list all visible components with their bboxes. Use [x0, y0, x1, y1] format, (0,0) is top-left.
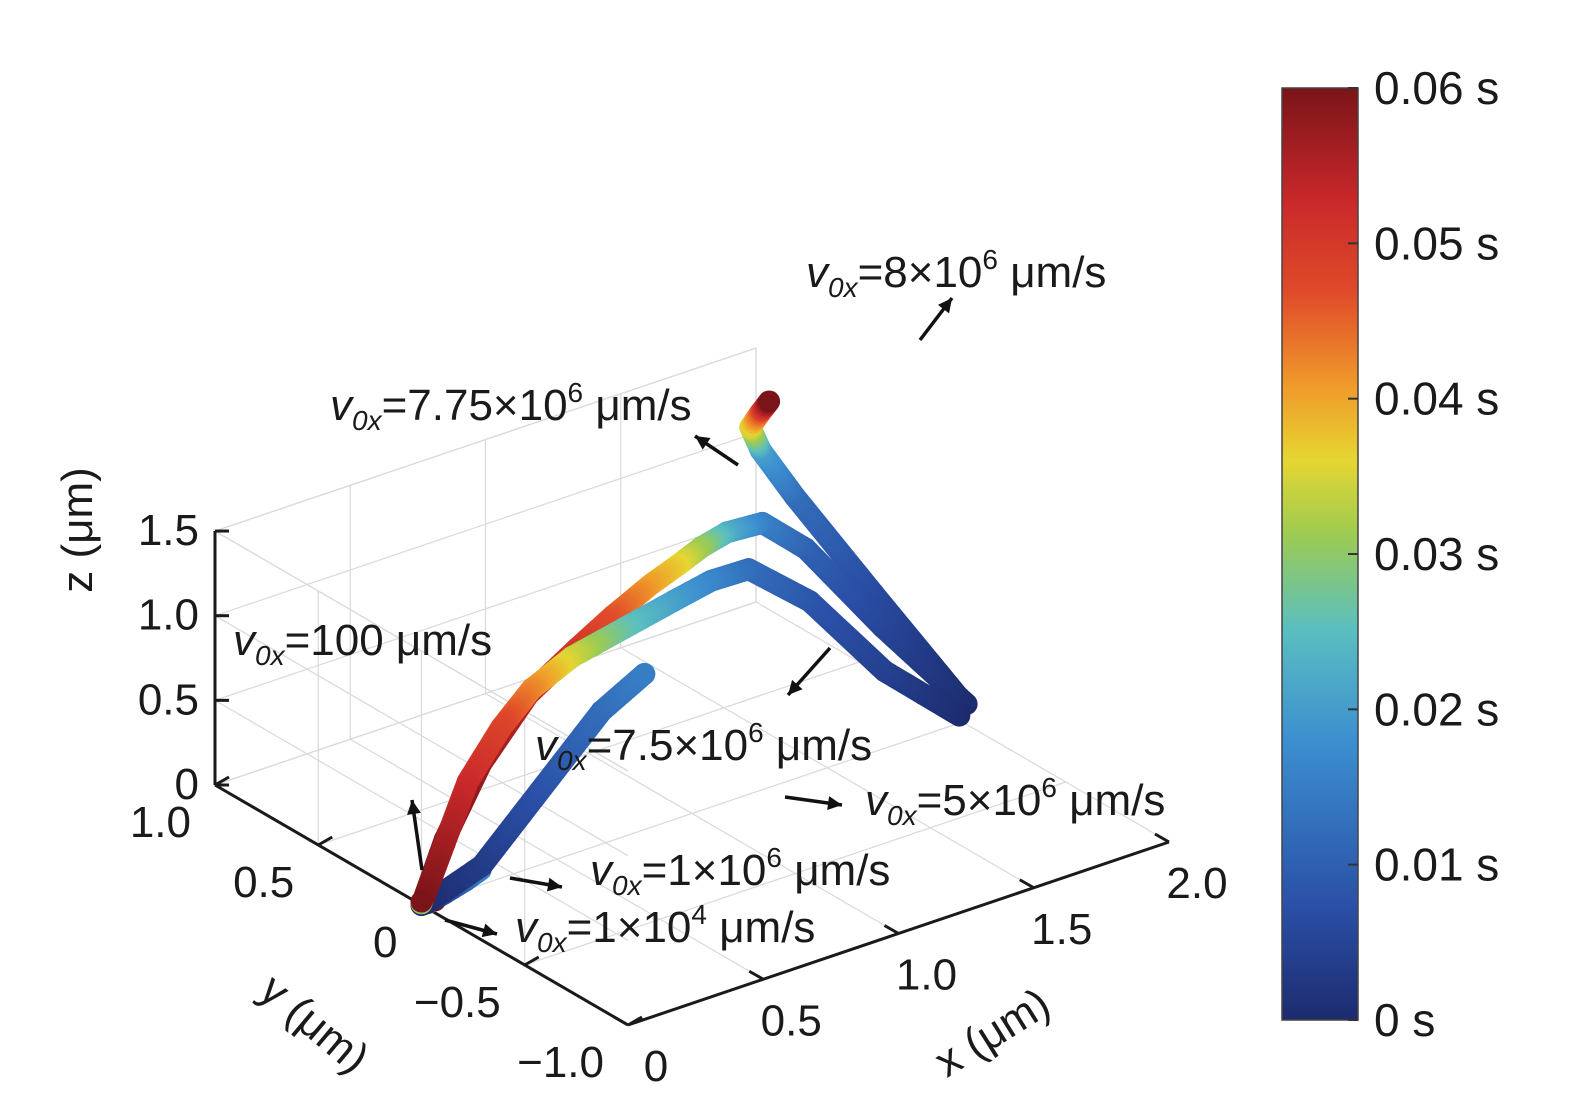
trajectory-point	[410, 890, 433, 913]
colorbar-tick-label: 0.02 s	[1374, 683, 1499, 735]
label-subscript: 0x	[537, 927, 568, 958]
label-subscript: 0x	[557, 745, 588, 776]
x-tick-label: 0.5	[761, 996, 822, 1045]
z-tick-label: 0.5	[138, 675, 199, 724]
label-v: v	[330, 381, 355, 430]
arrowhead	[937, 298, 952, 314]
x-tick-label: 2.0	[1166, 859, 1227, 908]
y-tick-label: −1.0	[517, 1038, 604, 1087]
y-tick-label: 1.0	[130, 798, 191, 847]
colorbar-tick-label: 0 s	[1374, 994, 1435, 1046]
colorbar: 0 s 0.01 s 0.02 s 0.03 s 0.04 s 0.05 s 0.06 s	[1281, 62, 1499, 1046]
label-v: v	[233, 616, 258, 665]
label-v: v	[806, 248, 831, 297]
colorbar-tick-label: 0.05 s	[1374, 217, 1499, 269]
grid-line	[524, 781, 1066, 966]
arrowhead	[788, 679, 803, 695]
label-subscript: 0x	[828, 272, 859, 303]
label-value: =7.75×10	[382, 381, 568, 430]
label-unit: μm/s	[583, 381, 691, 430]
y-tick-label: 0	[373, 918, 397, 967]
label-value: =8×10	[858, 248, 983, 297]
label-unit: μm/s	[707, 903, 815, 952]
label-value: =100 μm/s	[285, 616, 493, 665]
label-value: =1×10	[567, 903, 692, 952]
label-superscript: 6	[766, 842, 782, 873]
grid-line	[214, 601, 757, 786]
colorbar-tick-label: 0.04 s	[1374, 373, 1499, 425]
label-v: v	[515, 903, 540, 952]
trajectory-point	[633, 662, 656, 685]
grid-line	[214, 530, 629, 772]
colorbar-tick-label: 0.01 s	[1374, 839, 1499, 891]
arrowhead	[481, 923, 497, 938]
arrowhead	[547, 877, 562, 892]
tick-mark	[1019, 878, 1035, 890]
grid-line	[421, 721, 963, 906]
x-tick-label: 1.0	[896, 951, 957, 1000]
label-subscript: 0x	[255, 640, 286, 671]
grid-line	[214, 347, 757, 532]
label-value: =1×10	[642, 846, 767, 895]
velocity-label: v0x=7.5×106 μm/s	[535, 717, 872, 776]
label-v: v	[535, 721, 560, 770]
colorbar-gradient	[1281, 87, 1359, 1021]
tick-labels: 00.51.01.52.0−1.0−0.500.51.000.51.01.5	[130, 506, 1228, 1091]
label-unit: μm/s	[782, 846, 890, 895]
label-unit: μm/s	[998, 248, 1106, 297]
tick-mark	[883, 924, 900, 935]
tick-mark	[627, 1015, 643, 1027]
y-tick-label: −0.5	[414, 978, 501, 1027]
arrowhead	[407, 800, 421, 815]
trajectory-series	[415, 662, 656, 915]
label-superscript: 4	[691, 899, 707, 930]
label-unit: μm/s	[1057, 776, 1165, 825]
label-value: =5×10	[917, 776, 1042, 825]
label-v: v	[865, 776, 890, 825]
trajectories	[410, 390, 978, 916]
label-v: v	[590, 846, 615, 895]
velocity-label: v0x=7.75×106 μm/s	[330, 377, 692, 436]
z-axis-label: z (μm)	[53, 467, 102, 593]
y-tick-label: 0.5	[233, 858, 294, 907]
x-tick-label: 0	[644, 1042, 668, 1091]
velocity-label: v0x=100 μm/s	[233, 616, 492, 671]
z-tick-label: 1.0	[138, 591, 199, 640]
velocity-label: v0x=1×104 μm/s	[515, 899, 815, 958]
tick-mark	[613, 1015, 629, 1027]
velocity-label: v0x=5×106 μm/s	[865, 772, 1165, 831]
y-axis-label: y (μm)	[250, 965, 378, 1083]
trajectory-point	[758, 390, 781, 413]
label-superscript: 6	[982, 244, 998, 275]
colorbar-tick-label: 0.06 s	[1374, 62, 1499, 114]
z-tick-label: 0	[175, 760, 199, 809]
x-tick-label: 1.5	[1031, 905, 1092, 954]
label-subscript: 0x	[887, 800, 918, 831]
arrowhead	[695, 436, 711, 450]
label-superscript: 6	[748, 717, 764, 748]
label-subscript: 0x	[612, 870, 643, 901]
tick-mark	[317, 835, 333, 847]
label-subscript: 0x	[352, 405, 383, 436]
arrowhead	[827, 796, 842, 810]
tick-mark	[1154, 832, 1170, 844]
tick-mark	[524, 955, 540, 967]
label-value: =7.5×10	[587, 721, 749, 770]
label-superscript: 6	[568, 377, 584, 408]
velocity-label: v0x=1×106 μm/s	[590, 842, 890, 901]
tick-mark	[748, 969, 764, 981]
z-tick-label: 1.5	[138, 506, 199, 555]
velocity-label: v0x=8×106 μm/s	[806, 244, 1106, 303]
trajectory-series	[410, 890, 433, 916]
label-unit: μm/s	[764, 721, 872, 770]
label-superscript: 6	[1041, 772, 1057, 803]
colorbar-tick-label: 0.03 s	[1374, 528, 1499, 580]
